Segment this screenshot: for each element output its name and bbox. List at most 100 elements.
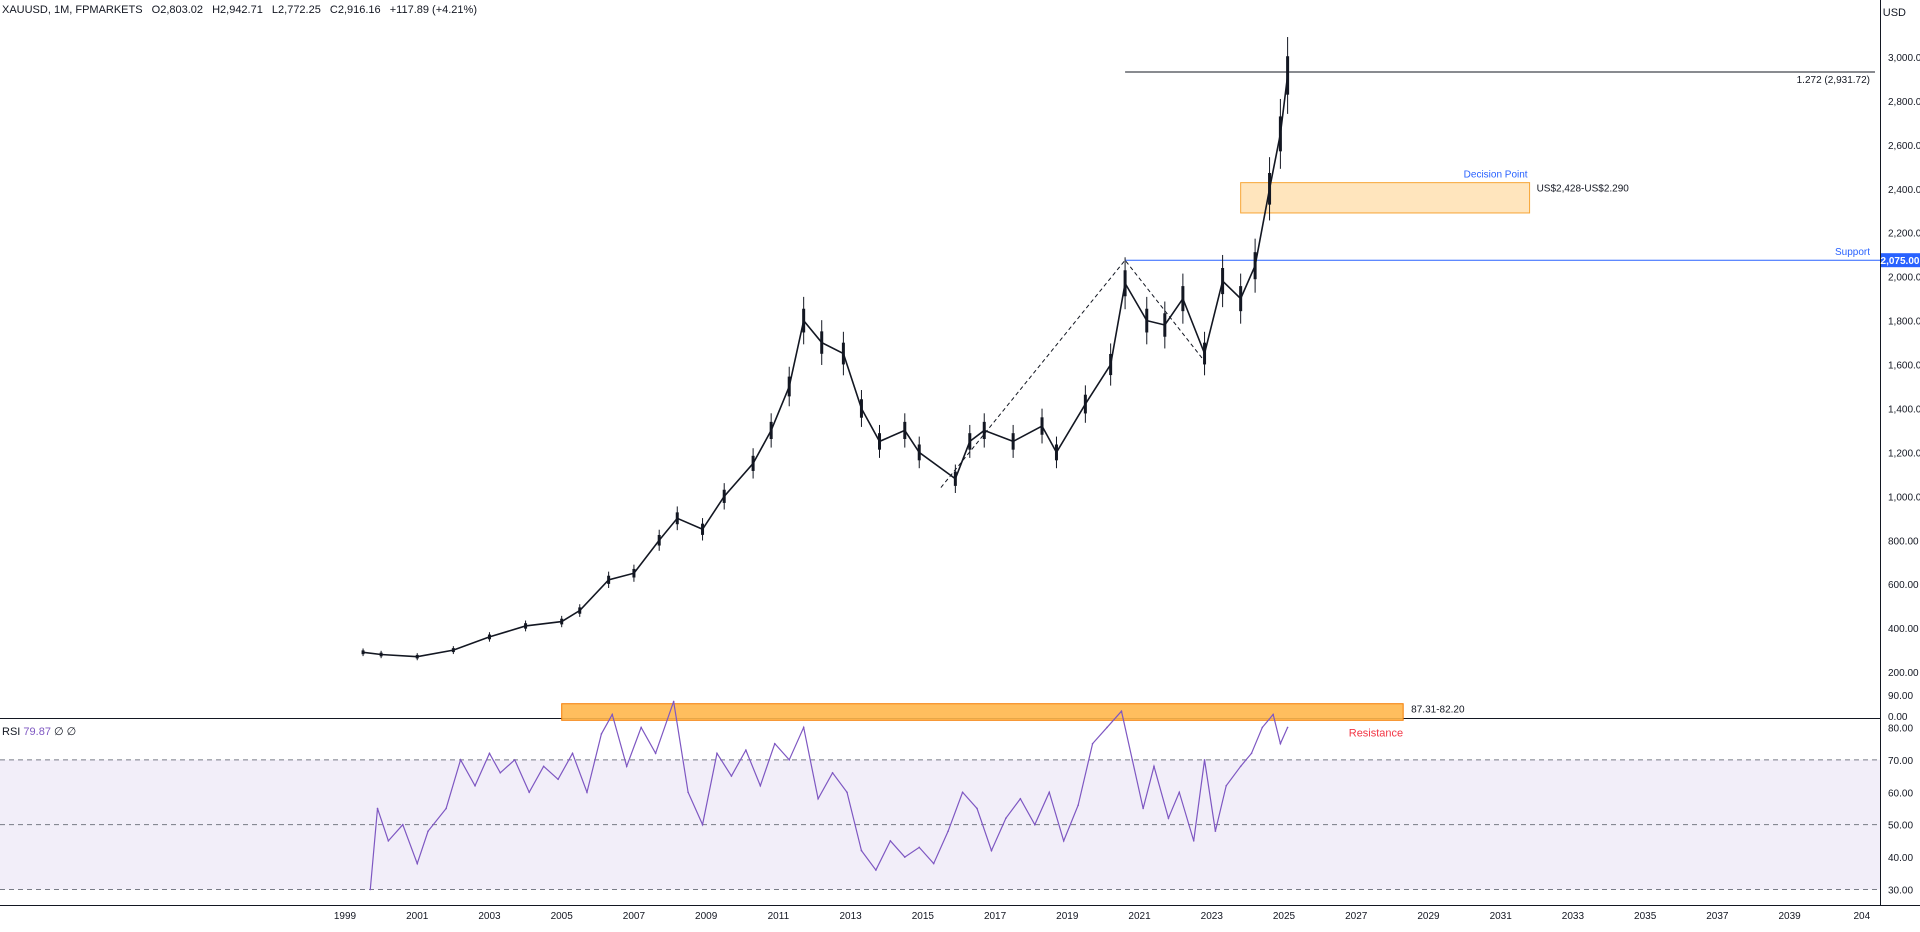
support-price-tag-label: 2,075.00: [1881, 256, 1920, 267]
time-tick-label: 2011: [768, 911, 790, 922]
rsi-point: [759, 784, 762, 787]
price-candle-body: [1145, 308, 1149, 333]
rsi-point: [745, 749, 747, 751]
rsi-tick-label: 40.00: [1888, 853, 1913, 864]
price-candle-body: [1239, 286, 1243, 312]
rsi-value: 79.87: [23, 726, 51, 738]
time-tick-label: 2039: [1778, 911, 1801, 922]
rsi-label[interactable]: RSI: [2, 726, 21, 738]
price-candle-body: [859, 399, 863, 418]
currency-label[interactable]: USD: [1882, 7, 1906, 19]
rsi-point: [387, 840, 390, 842]
price-candle-body: [787, 376, 791, 397]
rsi-point: [831, 772, 834, 774]
rsi-point: [1192, 840, 1195, 842]
decision-zone: [1240, 182, 1531, 214]
price-candle-body: [802, 308, 806, 333]
rsi-point: [1225, 784, 1228, 787]
time-tick-label: 2027: [1345, 911, 1368, 922]
rsi-point: [817, 797, 819, 800]
rsi-point: [773, 742, 776, 745]
time-tick-label: 204: [1854, 911, 1871, 922]
rsi-tick-label: 70.00: [1888, 756, 1913, 767]
price-candle-body: [1163, 313, 1167, 337]
rsi-point: [1120, 710, 1123, 713]
rsi-point: [1167, 817, 1170, 819]
rsi-resistance-zone: [561, 703, 1404, 721]
rsi-tick-label: 50.00: [1888, 821, 1913, 832]
support-label: Support: [1835, 247, 1870, 258]
price-candle-body: [451, 648, 455, 653]
price-tick-label: 200.00: [1888, 668, 1919, 679]
price-tick-label: 0.00: [1888, 712, 1908, 723]
price-candle-body: [675, 512, 679, 525]
price-tick-label: 600.00: [1888, 580, 1919, 591]
close-value: C2,916.16: [329, 4, 381, 16]
price-candle-body: [361, 650, 365, 655]
price-candle-body: [903, 421, 907, 440]
price-candle-body: [1278, 116, 1282, 152]
time-tick-label: 2023: [1201, 911, 1224, 922]
fib-level-label: 1.272 (2,931.72): [1797, 75, 1870, 86]
time-tick-label: 2017: [984, 911, 1007, 922]
price-candle-body: [1109, 353, 1113, 376]
time-tick-label: 2029: [1417, 911, 1440, 922]
rsi-point: [672, 700, 675, 703]
price-candle-body: [917, 444, 921, 461]
price-tick-label: 2,200.00: [1888, 229, 1920, 240]
rsi-point: [990, 849, 993, 852]
price-tick-label: 1,200.00: [1888, 448, 1920, 459]
rsi-point: [640, 726, 642, 729]
rsi-point: [401, 823, 404, 826]
rsi-point: [716, 752, 718, 755]
price-tick-label: 2,400.00: [1888, 185, 1920, 196]
price-tick-label: 1,600.00: [1888, 361, 1920, 372]
price-candle-body: [1181, 286, 1185, 312]
price-candle-body: [607, 575, 611, 584]
rsi-point: [1077, 804, 1079, 807]
price-candle-body: [878, 433, 882, 450]
time-tick-label: 2009: [695, 911, 718, 922]
rsi-point: [947, 830, 949, 832]
symbol-label[interactable]: XAUUSD, 1M, FPMARKETS: [2, 4, 143, 16]
rsi-point: [459, 759, 462, 761]
rsi-point: [903, 856, 906, 858]
rsi-point: [416, 862, 419, 865]
rsi-point: [788, 759, 791, 761]
rsi-point: [625, 765, 628, 768]
rsi-point: [528, 791, 530, 794]
time-tick-label: 2003: [478, 911, 501, 922]
price-candle-body: [487, 634, 491, 640]
rsi-point: [499, 772, 502, 774]
rsi-point: [1091, 742, 1094, 745]
time-tick-label: 2007: [623, 911, 646, 922]
price-candle-body: [1011, 433, 1015, 450]
price-candle-body: [1054, 444, 1058, 461]
rsi-point: [932, 862, 935, 865]
rsi-point: [701, 823, 704, 826]
price-tick-label: 3,000.00: [1888, 53, 1920, 64]
time-tick-label: 2031: [1490, 911, 1513, 922]
rsi-point: [1250, 752, 1253, 755]
time-tick-label: 2001: [406, 911, 429, 922]
price-candle-body: [1123, 270, 1127, 297]
price-tick-label: 2,600.00: [1888, 141, 1920, 152]
decision-zone-label: Decision Point: [1464, 170, 1528, 181]
price-candle-body: [1040, 417, 1044, 435]
price-candle-body: [415, 654, 419, 659]
rsi-tick-label: 90.00: [1888, 691, 1913, 702]
price-tick-label: 400.00: [1888, 624, 1919, 635]
rsi-point: [600, 733, 603, 735]
rsi-point: [474, 784, 476, 787]
price-candle-body: [1253, 252, 1257, 280]
rsi-point: [369, 888, 372, 891]
rsi-point: [1062, 840, 1065, 842]
price-candle-body: [524, 623, 528, 629]
time-tick-label: 2005: [551, 911, 574, 922]
rsi-point: [586, 791, 588, 794]
symbol-header: XAUUSD, 1M, FPMARKETS O2,803.02 H2,942.7…: [2, 4, 483, 16]
price-candle-body: [1083, 394, 1087, 414]
time-tick-label: 2035: [1634, 911, 1657, 922]
